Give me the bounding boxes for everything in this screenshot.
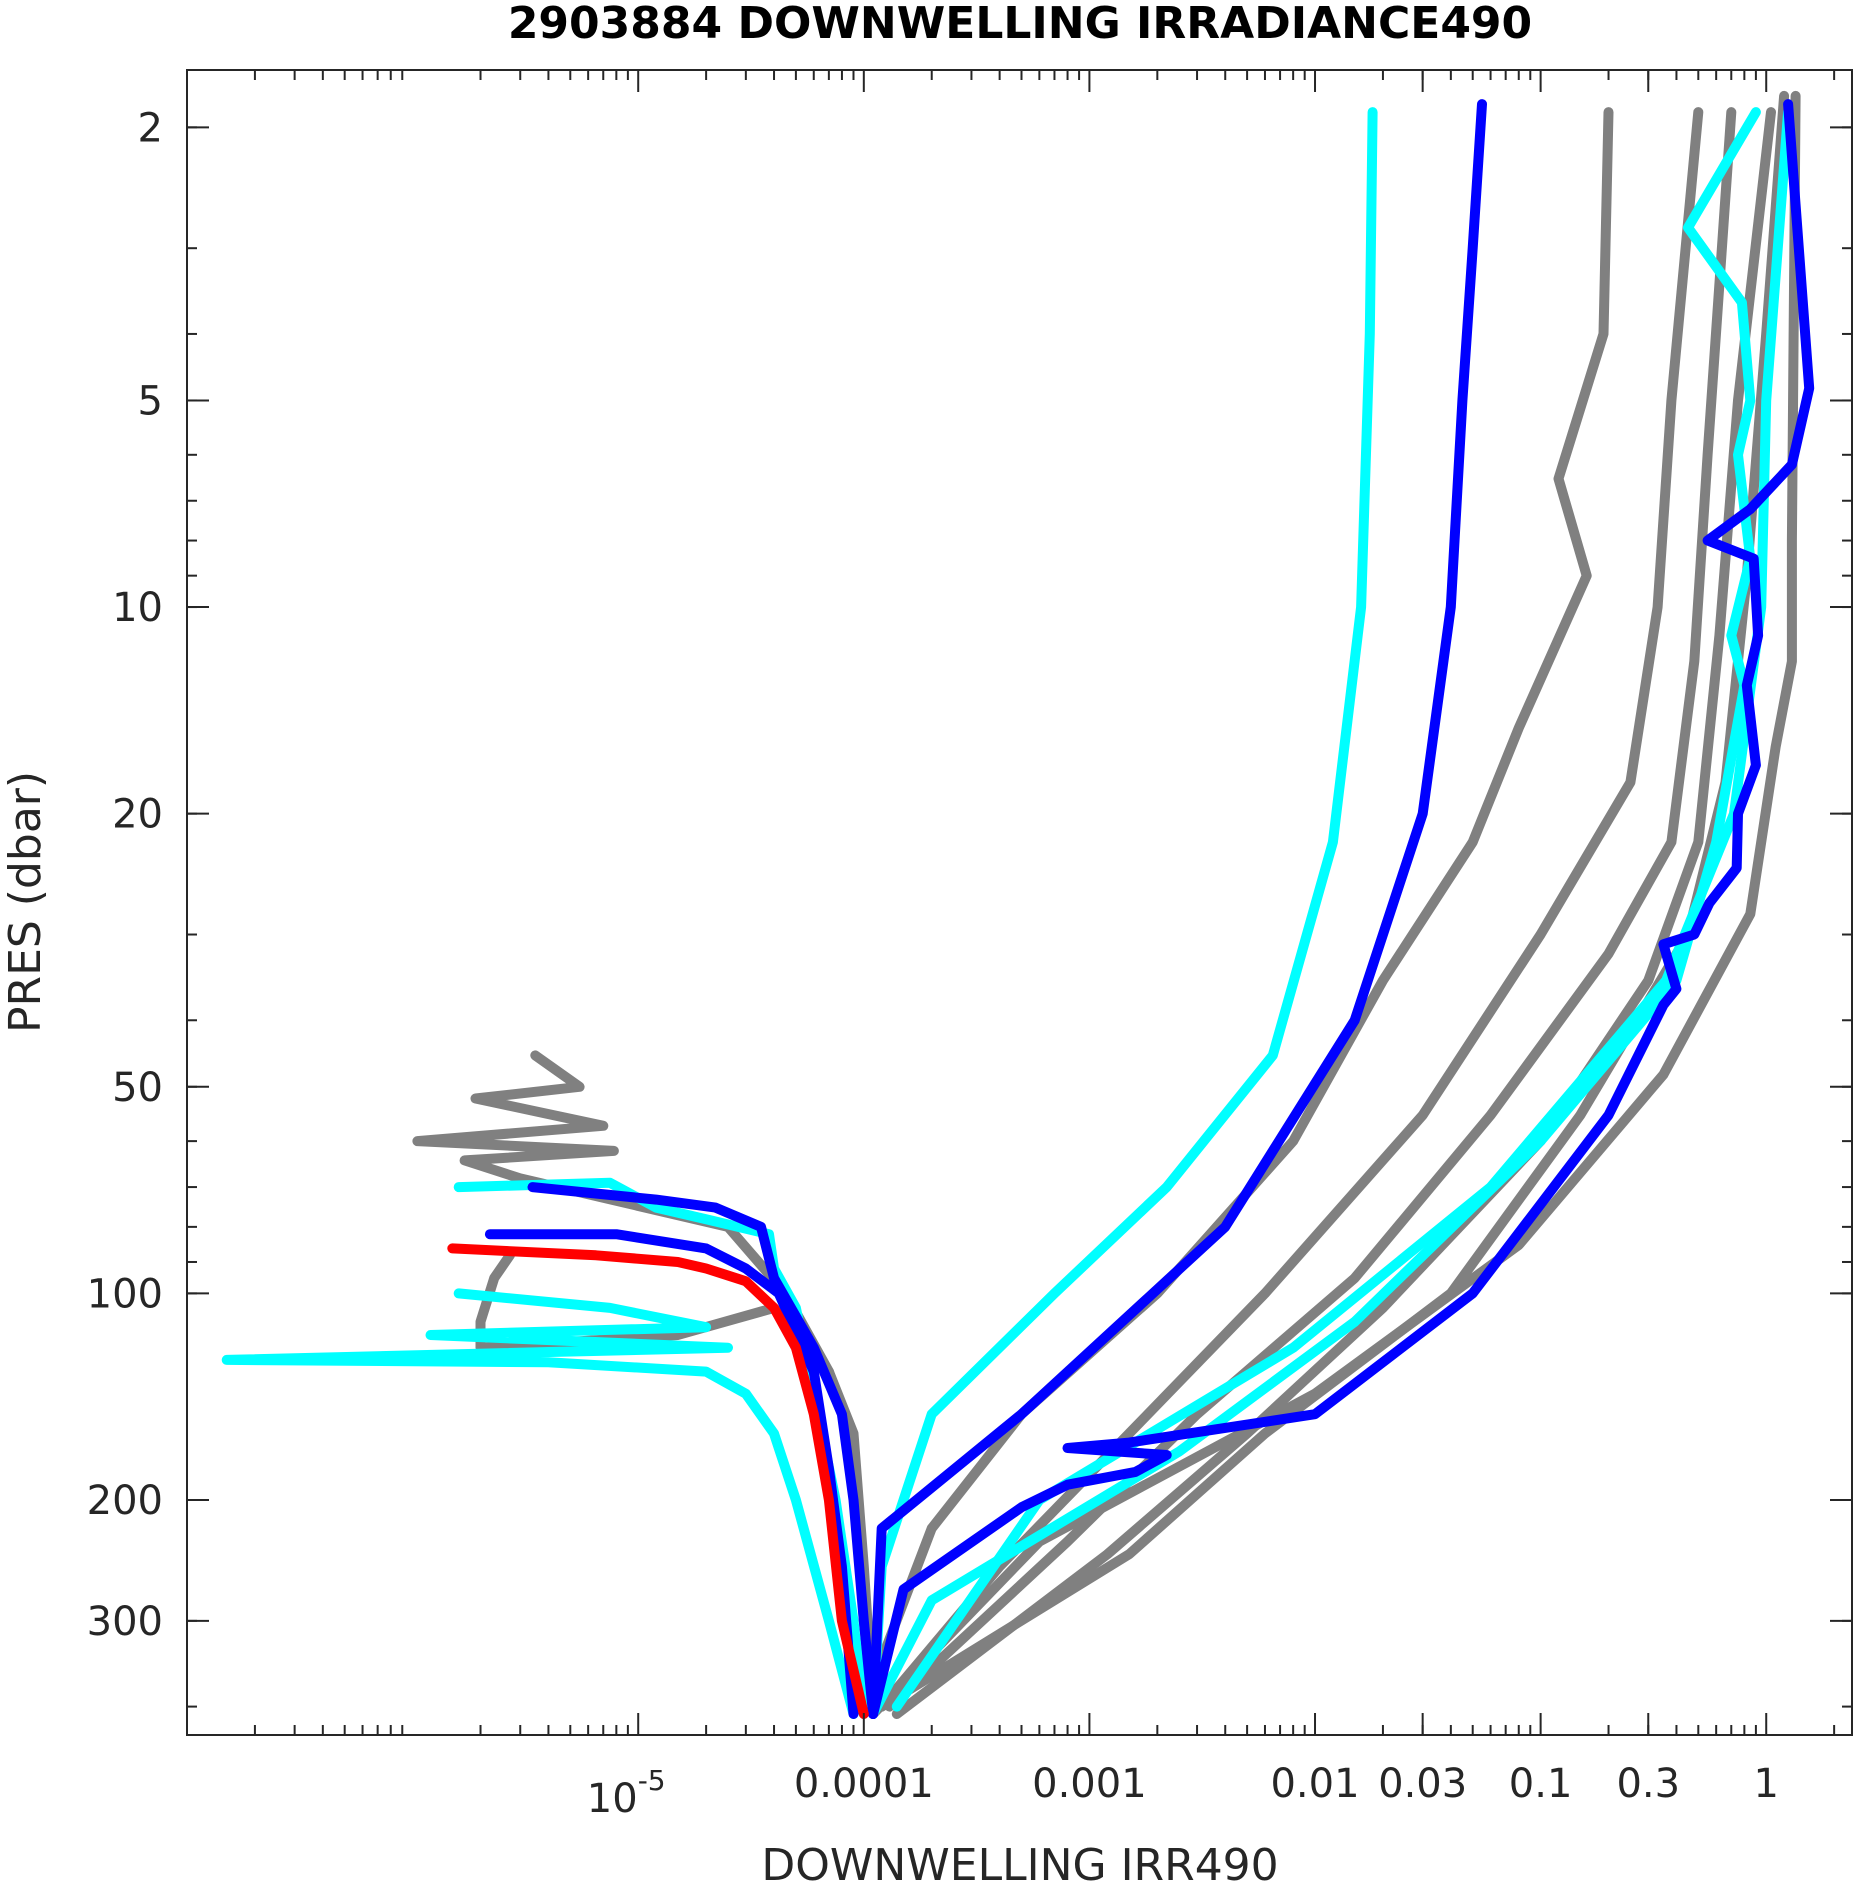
x-axis-label: DOWNWELLING IRR490 <box>761 1840 1278 1891</box>
y-tick-label: 300 <box>87 1599 163 1645</box>
series-line-6 <box>868 90 1801 1719</box>
series-line-14 <box>868 99 1487 1719</box>
x-tick-label: 0.1 <box>1509 1761 1573 1807</box>
series-line-9 <box>868 107 1378 1719</box>
plot-frame <box>186 69 1853 1736</box>
series-line-4 <box>891 107 1776 1719</box>
series-line-15 <box>868 99 1815 1719</box>
series-line-1 <box>858 107 1614 1712</box>
x-tick-label: 10-5 <box>587 1764 666 1822</box>
series-line-11 <box>891 107 1794 1712</box>
series-line-2 <box>876 107 1704 1712</box>
x-tick-label: 0.3 <box>1616 1761 1680 1807</box>
y-tick-label: 10 <box>112 585 163 631</box>
y-tick-label: 200 <box>87 1478 163 1524</box>
y-tick-label: 5 <box>138 378 163 424</box>
y-tick-label: 50 <box>112 1065 163 1111</box>
y-tick-label: 2 <box>138 105 163 151</box>
series-layer <box>221 90 1815 1719</box>
series-line-16 <box>527 1182 879 1719</box>
x-tick-label: 0.01 <box>1270 1761 1359 1807</box>
series-line-13 <box>221 1288 859 1719</box>
chart-title: 2903884 DOWNWELLING IRRADIANCE490 <box>508 0 1532 49</box>
y-tick-label: 100 <box>87 1271 163 1317</box>
tick-layer: 10-5 0.0001 0.001 0.01 0.03 0.1 0.3 1 2 5 10 20 50 10… <box>87 70 1852 1822</box>
y-tick-label: 20 <box>112 792 163 838</box>
series-line-18 <box>447 1243 869 1719</box>
x-tick-label: 0.001 <box>1032 1761 1147 1807</box>
y-axis-label: PRES (dbar) <box>0 771 51 1033</box>
x-tick-label: 0.03 <box>1378 1761 1467 1807</box>
x-tick-label: 0.0001 <box>794 1761 934 1807</box>
x-tick-label: 1 <box>1753 1761 1778 1807</box>
series-line-5 <box>876 90 1790 1712</box>
